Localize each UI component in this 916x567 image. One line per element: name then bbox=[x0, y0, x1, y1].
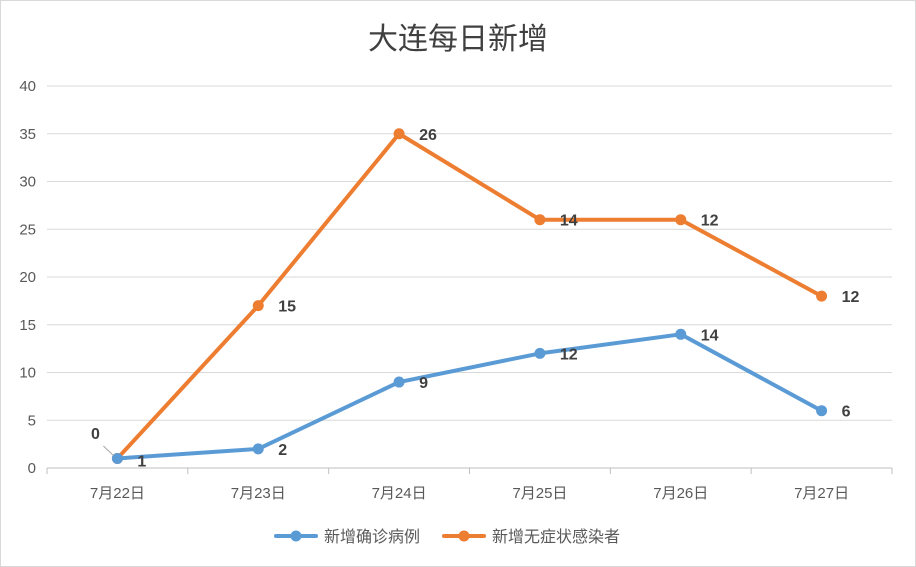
data-point bbox=[675, 214, 687, 226]
legend-marker-1 bbox=[290, 530, 302, 542]
data-label: 12 bbox=[701, 213, 719, 230]
data-point bbox=[675, 328, 687, 340]
data-label: 0 bbox=[91, 426, 100, 443]
chart-title: 大连每日新增 bbox=[368, 22, 548, 57]
data-point bbox=[393, 376, 405, 388]
data-label: 6 bbox=[842, 404, 851, 421]
data-point bbox=[393, 128, 405, 140]
data-label: 1 bbox=[137, 453, 146, 470]
y-tick-label: 30 bbox=[19, 174, 36, 191]
data-label: 2 bbox=[278, 442, 287, 459]
x-tick-label: 7月25日 bbox=[512, 485, 567, 502]
data-label: 26 bbox=[419, 127, 437, 144]
legend-label-2: 新增无症状感染者 bbox=[492, 527, 620, 546]
y-tick-label: 15 bbox=[19, 317, 36, 334]
series-line-1 bbox=[115, 332, 824, 461]
series-line-2 bbox=[115, 131, 824, 461]
leader-line bbox=[103, 445, 114, 456]
y-tick-label: 25 bbox=[19, 221, 36, 238]
data-point bbox=[816, 405, 828, 417]
data-point bbox=[534, 214, 546, 226]
y-tick-label: 20 bbox=[19, 269, 36, 286]
data-label: 14 bbox=[701, 327, 719, 344]
data-label: 9 bbox=[419, 375, 428, 392]
x-tick-label: 7月26日 bbox=[653, 485, 708, 502]
data-label: 12 bbox=[560, 346, 578, 363]
x-tick-label: 7月23日 bbox=[231, 485, 286, 502]
data-label: 12 bbox=[842, 289, 860, 306]
legend-marker-2 bbox=[458, 530, 470, 542]
x-tick-label: 7月22日 bbox=[90, 485, 145, 502]
data-point bbox=[252, 300, 264, 312]
data-label: 14 bbox=[560, 213, 578, 230]
legend-label-1: 新增确诊病例 bbox=[324, 527, 420, 546]
y-tick-label: 10 bbox=[19, 365, 36, 382]
y-tick-label: 0 bbox=[28, 460, 36, 477]
data-point bbox=[252, 443, 264, 455]
x-tick-label: 7月24日 bbox=[372, 485, 427, 502]
data-point bbox=[111, 452, 123, 464]
data-point bbox=[534, 347, 546, 359]
y-tick-label: 40 bbox=[19, 78, 36, 95]
data-point bbox=[816, 290, 828, 302]
data-label: 15 bbox=[278, 299, 296, 316]
y-tick-label: 35 bbox=[19, 126, 36, 143]
y-tick-label: 5 bbox=[28, 412, 36, 429]
x-tick-label: 7月27日 bbox=[794, 485, 849, 502]
